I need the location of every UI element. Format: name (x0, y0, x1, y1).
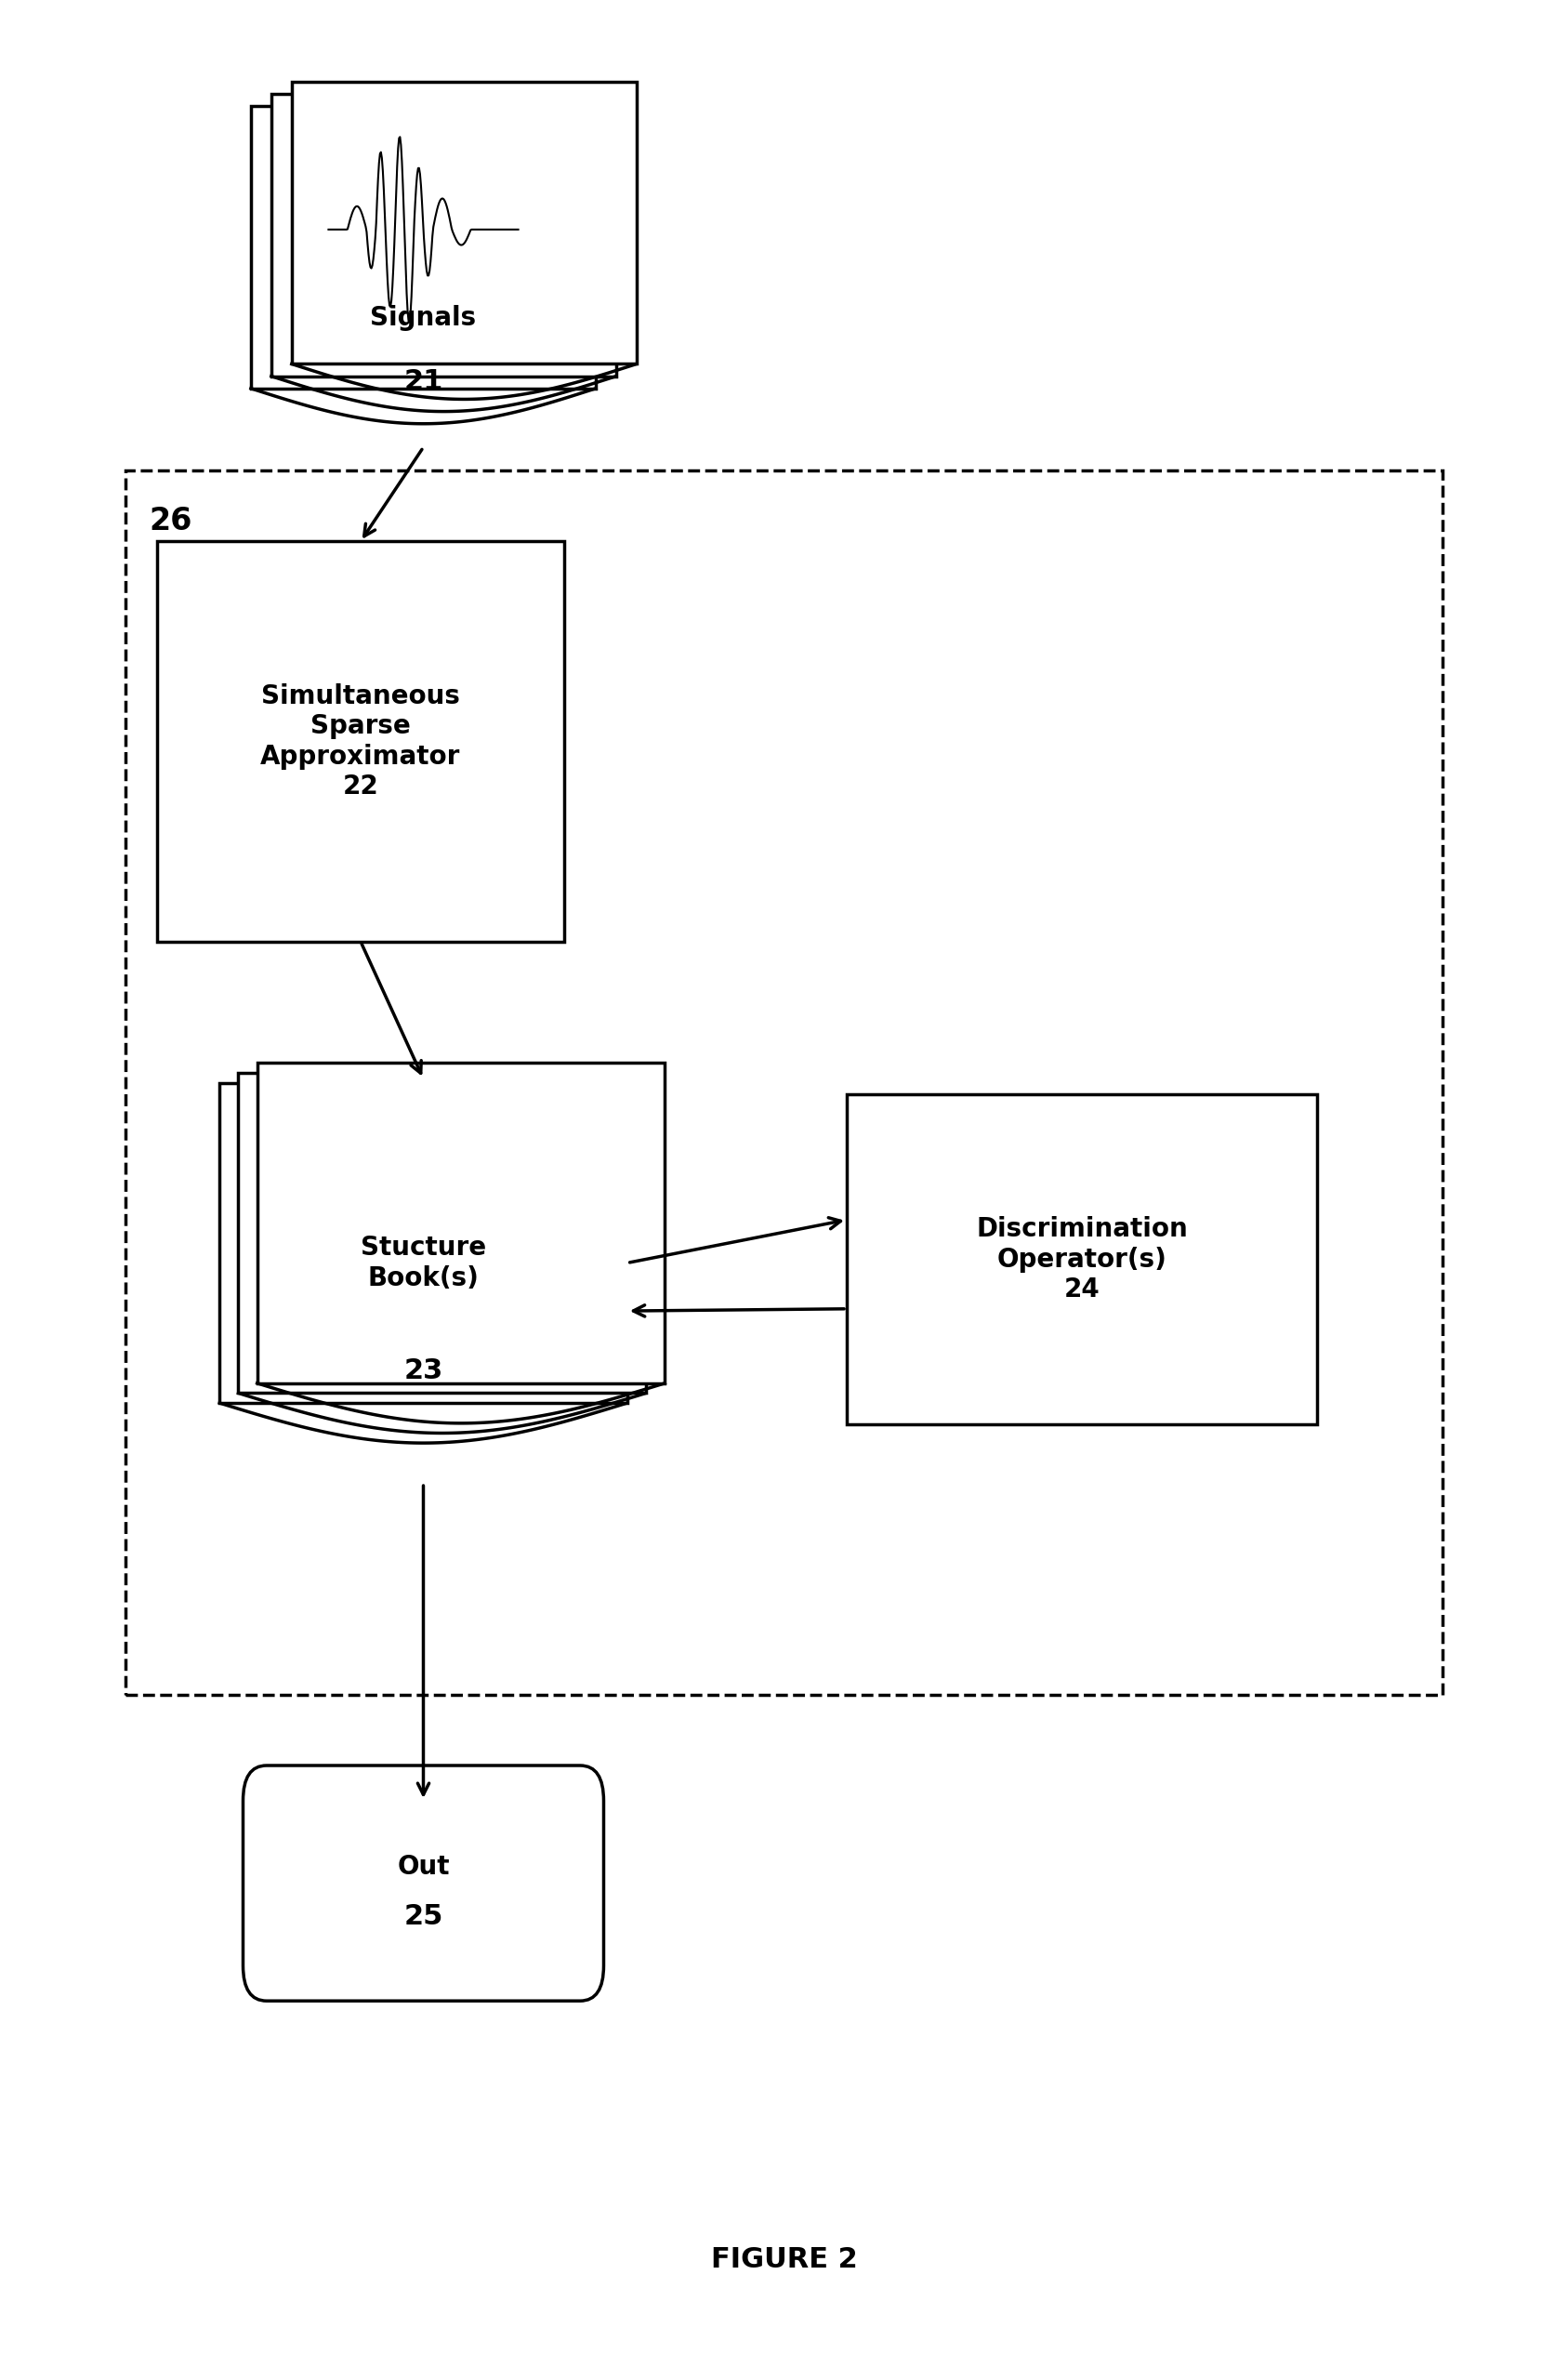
Text: FIGURE 2: FIGURE 2 (710, 2246, 858, 2274)
Text: 21: 21 (403, 367, 444, 395)
Text: Signals: Signals (370, 304, 477, 332)
FancyBboxPatch shape (847, 1095, 1317, 1424)
FancyBboxPatch shape (292, 82, 637, 365)
FancyBboxPatch shape (157, 541, 564, 942)
Text: 23: 23 (403, 1358, 444, 1384)
Text: Discrimination
Operator(s)
24: Discrimination Operator(s) 24 (975, 1217, 1189, 1302)
FancyBboxPatch shape (220, 1083, 627, 1403)
Text: 25: 25 (403, 1902, 444, 1930)
Text: 26: 26 (149, 506, 191, 537)
FancyBboxPatch shape (271, 94, 616, 377)
FancyBboxPatch shape (238, 1073, 646, 1394)
Text: Out: Out (397, 1853, 450, 1881)
FancyBboxPatch shape (243, 1766, 604, 2001)
Text: Simultaneous
Sparse
Approximator
22: Simultaneous Sparse Approximator 22 (260, 683, 461, 800)
FancyBboxPatch shape (257, 1064, 665, 1384)
FancyBboxPatch shape (251, 106, 596, 388)
Text: Stucture
Book(s): Stucture Book(s) (361, 1236, 486, 1290)
